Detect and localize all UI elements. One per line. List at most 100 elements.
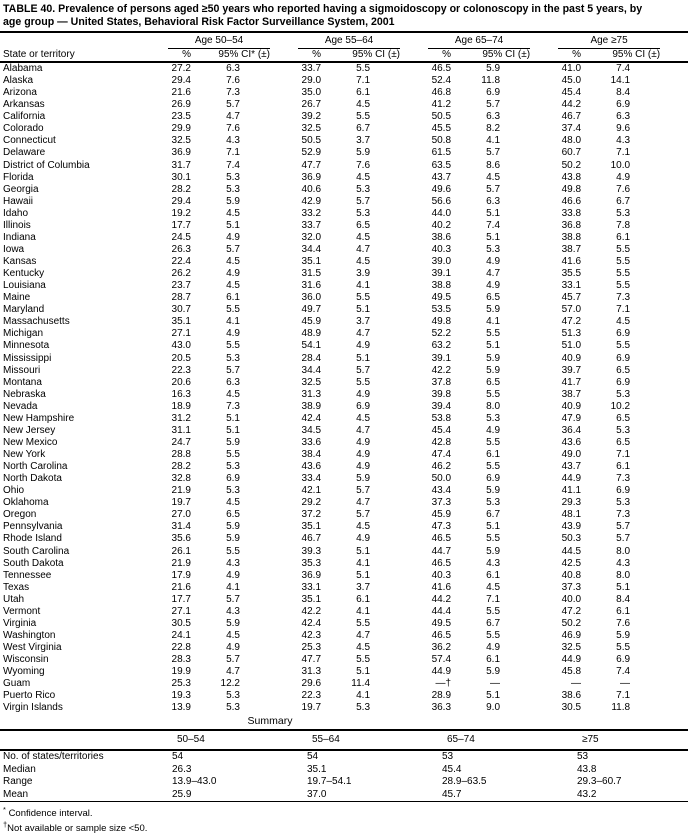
spacer <box>530 377 558 389</box>
pct-value-65-74: 52.2 <box>431 328 452 340</box>
spacer <box>400 666 428 678</box>
spacer <box>632 220 660 232</box>
spacer <box>372 654 400 666</box>
summary-row: No. of states/territories 54 54 53 53 <box>0 750 688 763</box>
spacer <box>400 377 428 389</box>
pct-value-75plus: 46.9 <box>561 629 582 641</box>
pct-value-65-74: 56.6 <box>431 195 452 207</box>
ci-value-75plus: 6.1 <box>616 605 631 617</box>
ci-column-header: 95% CI (±) <box>584 48 661 63</box>
summary-value-65-74: 28.9–63.5 <box>442 776 487 788</box>
table-row: Nebraska 16.3 4.5 31.3 4.9 39.8 5.5 38.7… <box>0 389 688 401</box>
spacer <box>530 316 558 328</box>
spacer <box>632 437 660 449</box>
pct-value-50-54: 35.1 <box>171 316 191 328</box>
ci-value-65-74: 5.3 <box>486 412 501 424</box>
spacer <box>372 473 400 485</box>
state-name: Arizona <box>3 87 37 99</box>
ci-value-50-54: 7.6 <box>226 123 240 135</box>
ci-value-50-54: 5.1 <box>226 412 240 424</box>
pct-value-65-74: 46.2 <box>431 461 452 473</box>
spacer <box>242 111 270 123</box>
table-row: California 23.5 4.7 39.2 5.5 50.5 6.3 46… <box>0 111 688 123</box>
state-name: Nevada <box>3 400 38 412</box>
ci-value-75plus: 14.1 <box>610 75 631 87</box>
spacer <box>242 123 270 135</box>
spacer <box>660 425 688 437</box>
spacer <box>242 461 270 473</box>
main-table: Age 50–54 Age 55–64 Age 65–74 Age ≥75 St… <box>0 33 688 714</box>
ci-value-75plus: 5.7 <box>616 521 631 533</box>
pct-value-75plus: 39.7 <box>561 364 582 376</box>
pct-value-50-54: 26.9 <box>171 99 191 111</box>
ci-value-75plus: 7.1 <box>616 690 631 702</box>
spacer <box>270 316 298 328</box>
ci-value-50-54: 5.7 <box>226 243 240 255</box>
spacer <box>502 111 530 123</box>
pct-value-50-54: 19.9 <box>171 666 191 678</box>
pct-value-55-64: 34.4 <box>301 364 322 376</box>
table-row: Alaska 29.4 7.6 29.0 7.1 52.4 11.8 45.0 … <box>0 75 688 87</box>
spacer <box>400 642 428 654</box>
ci-value-75plus: 8.4 <box>616 593 631 605</box>
ci-value-50-54: 5.3 <box>226 485 240 497</box>
spacer <box>372 99 400 111</box>
spacer <box>530 123 558 135</box>
pct-value-75plus: 48.0 <box>561 135 582 147</box>
spacer <box>400 256 428 268</box>
ci-value-65-74: 9.0 <box>486 702 501 714</box>
spacer <box>632 425 660 437</box>
table-row: Texas 21.6 4.1 33.1 3.7 41.6 4.5 37.3 5.… <box>0 582 688 594</box>
pct-value-55-64: 25.3 <box>301 642 322 653</box>
state-name: Colorado <box>3 123 44 135</box>
pct-value-50-54: 30.7 <box>171 304 191 316</box>
spacer <box>400 546 428 558</box>
summary-row-label: Median <box>3 763 36 775</box>
ci-value-55-64: 7.6 <box>356 159 371 171</box>
ci-value-55-64: 4.5 <box>356 171 371 183</box>
state-name: New Hampshire <box>3 412 75 424</box>
pct-column-header: % <box>298 48 325 63</box>
spacer <box>530 365 558 377</box>
ci-value-55-64: 6.1 <box>356 87 371 99</box>
ci-value-75plus: 6.5 <box>616 412 631 424</box>
ci-column-header: 95% CI (±) <box>324 48 401 63</box>
pct-value-50-54: 21.9 <box>171 557 191 569</box>
summary-table-header: 50–54 55–64 65–74 ≥75 <box>0 730 688 752</box>
spacer <box>632 449 660 461</box>
ci-value-75plus: 7.3 <box>616 509 631 521</box>
pct-value-75plus: 49.8 <box>561 183 582 195</box>
ci-value-75plus: 5.9 <box>616 629 631 641</box>
spacer <box>660 196 688 208</box>
spacer <box>242 220 270 232</box>
spacer <box>530 690 558 702</box>
ci-value-75plus: 7.4 <box>616 63 631 74</box>
table-row: South Dakota 21.9 4.3 35.3 4.1 46.5 4.3 … <box>0 558 688 570</box>
pct-value-55-64: 35.0 <box>301 87 322 99</box>
pct-value-50-54: 29.4 <box>171 75 191 87</box>
spacer <box>632 196 660 208</box>
pct-column-header: % <box>558 48 585 63</box>
ci-value-55-64: 5.9 <box>356 147 371 159</box>
ci-value-55-64: 5.5 <box>356 111 371 123</box>
spacer <box>0 33 168 49</box>
pct-value-50-54: 28.8 <box>171 449 191 460</box>
spacer <box>400 232 428 244</box>
spacer <box>372 461 400 473</box>
ci-value-75plus: 11.8 <box>611 702 631 714</box>
spacer <box>242 62 270 75</box>
pct-value-65-74: 36.2 <box>431 642 452 653</box>
spacer <box>502 147 530 159</box>
spacer <box>632 111 660 123</box>
ci-value-65-74: 5.5 <box>486 328 501 340</box>
spacer <box>242 316 270 328</box>
ci-value-65-74: 5.1 <box>486 521 501 533</box>
ci-value-75plus: 7.1 <box>616 147 631 159</box>
ci-value-75plus: 4.3 <box>616 135 631 147</box>
table-title: TABLE 40. Prevalence of persons aged ≥50… <box>0 3 688 33</box>
ci-value-75plus: 6.3 <box>616 111 631 123</box>
spacer <box>502 594 530 606</box>
spacer <box>400 111 428 123</box>
spacer <box>530 497 558 509</box>
